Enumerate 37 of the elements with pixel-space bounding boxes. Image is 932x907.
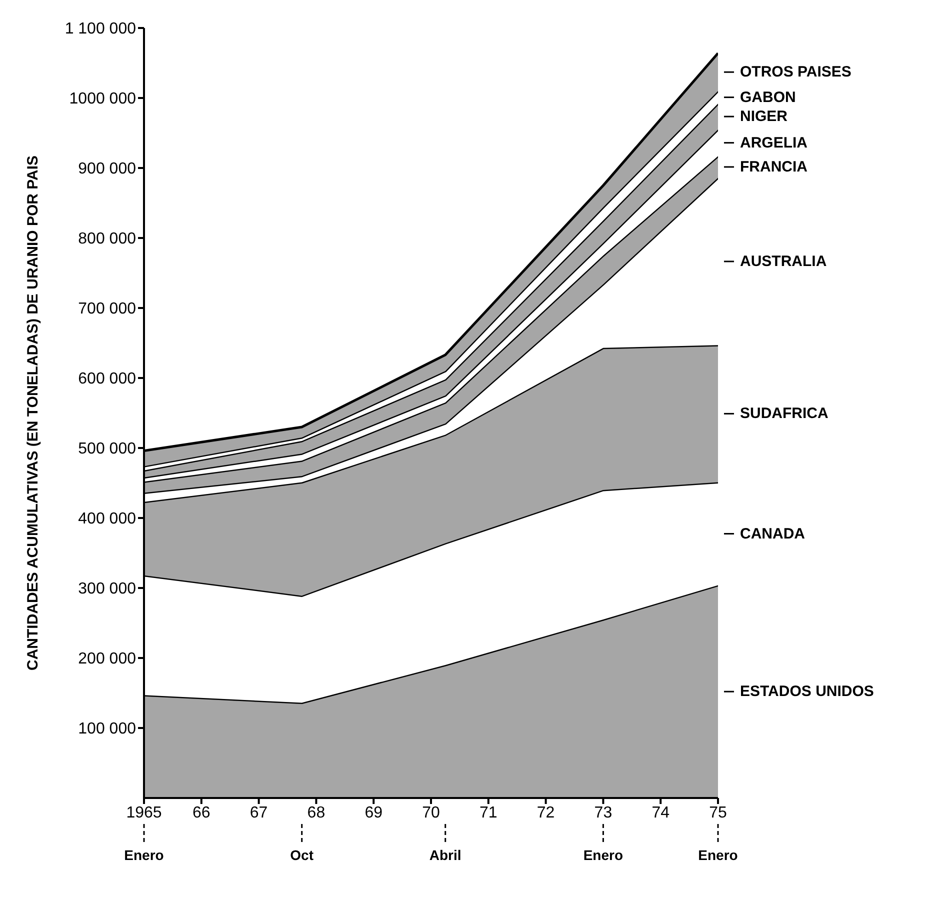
legend-label: ARGELIA bbox=[740, 134, 808, 152]
annotation: Abril bbox=[429, 847, 462, 863]
x-tick-label: 72 bbox=[536, 804, 555, 822]
legend-label: OTROS PAISES bbox=[740, 64, 852, 81]
y-tick-label: 1 100 000 bbox=[64, 20, 136, 38]
legend-label: ESTADOS UNIDOS bbox=[740, 683, 874, 700]
x-tick-label: 74 bbox=[652, 804, 670, 822]
y-tick-label: 900 000 bbox=[78, 160, 136, 178]
x-tick-label: 70 bbox=[422, 804, 440, 822]
legend-label: SUDAFRICA bbox=[740, 405, 828, 422]
x-tick-label: 73 bbox=[594, 804, 612, 822]
y-tick-label: 1000 000 bbox=[69, 90, 136, 108]
x-tick-label: 71 bbox=[480, 804, 498, 822]
y-tick-label: 700 000 bbox=[78, 300, 136, 318]
y-tick-label: 800 000 bbox=[78, 230, 136, 248]
legend-label: FRANCIA bbox=[740, 158, 808, 176]
annotation: Oct bbox=[290, 847, 314, 863]
x-tick-label: 69 bbox=[364, 804, 383, 822]
legend-label: AUSTRALIA bbox=[740, 252, 827, 270]
x-tick-label: 66 bbox=[192, 804, 210, 822]
x-tick-label: 68 bbox=[307, 804, 326, 822]
legend-label: GABON bbox=[740, 88, 796, 106]
annotation: Enero bbox=[698, 847, 738, 863]
y-tick-label: 500 000 bbox=[78, 440, 136, 458]
y-tick-label: 300 000 bbox=[78, 580, 136, 598]
y-tick-label: 100 000 bbox=[78, 720, 136, 738]
y-tick-label: 400 000 bbox=[78, 510, 136, 528]
annotation: Enero bbox=[124, 847, 164, 863]
y-axis-title: CANTIDADES ACUMULATIVAS (EN TONELADAS) DE URANIO POR PAIS bbox=[24, 155, 42, 671]
y-tick-label: 200 000 bbox=[78, 650, 136, 668]
x-tick-label: 75 bbox=[709, 804, 727, 822]
legend-label: CANADA bbox=[740, 525, 806, 542]
y-tick-label: 600 000 bbox=[78, 370, 136, 388]
legend-label: NIGER bbox=[740, 108, 788, 126]
annotation: Enero bbox=[583, 847, 624, 863]
x-tick-label: 1965 bbox=[126, 804, 162, 822]
x-tick-label: 67 bbox=[250, 804, 268, 822]
